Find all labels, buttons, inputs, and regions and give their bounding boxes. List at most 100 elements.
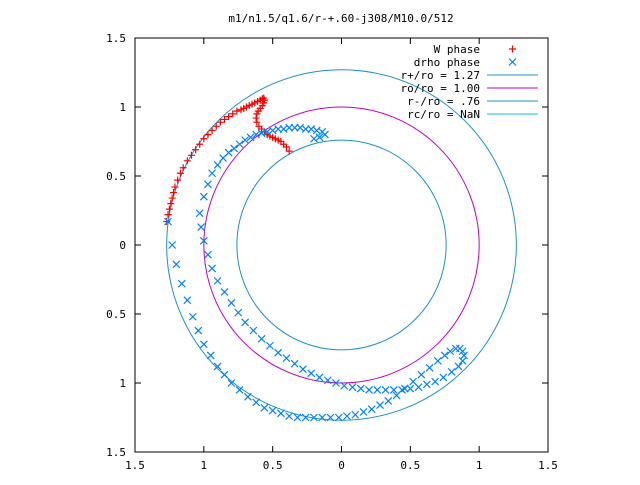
data-point — [204, 131, 212, 139]
x-tick-label: 1 — [476, 459, 483, 472]
data-point — [195, 209, 204, 218]
data-point — [431, 377, 440, 386]
y-tick-label: 1.5 — [106, 32, 126, 45]
data-point — [171, 183, 179, 191]
legend-label: ro/ro = 1.00 — [401, 82, 480, 95]
legend-label: r-/ro = .76 — [407, 95, 480, 108]
data-point — [318, 413, 327, 422]
data-point — [229, 110, 237, 118]
data-point — [179, 164, 187, 172]
data-point — [359, 408, 368, 416]
data-point — [241, 318, 250, 327]
data-point — [285, 147, 293, 155]
data-point — [282, 143, 290, 151]
data-point — [265, 341, 274, 350]
y-tick-label: 1 — [119, 377, 126, 390]
data-point — [384, 397, 393, 405]
data-point — [227, 379, 236, 387]
data-point — [206, 351, 215, 360]
data-point — [458, 347, 467, 356]
data-point — [170, 189, 178, 197]
data-point — [164, 217, 172, 226]
data-point — [249, 326, 258, 335]
data-point — [299, 365, 307, 374]
data-point — [447, 368, 456, 376]
data-point — [406, 384, 415, 393]
data-point — [326, 413, 335, 422]
data-point — [315, 373, 324, 382]
data-point — [381, 385, 390, 394]
legend-label: W phase — [434, 43, 480, 56]
data-point — [307, 369, 316, 378]
data-point — [323, 376, 332, 385]
y-tick-label: 1 — [119, 101, 126, 114]
data-point — [199, 340, 208, 349]
x-tick-label: 0.5 — [263, 459, 283, 472]
data-point — [224, 148, 233, 157]
data-point — [200, 135, 208, 143]
data-point — [253, 118, 261, 126]
legend-label: drho phase — [414, 56, 480, 69]
data-point — [454, 362, 463, 371]
data-point — [216, 118, 224, 126]
data-point — [433, 356, 442, 365]
data-point — [373, 385, 382, 394]
reference-circle — [236, 139, 447, 351]
data-point — [234, 308, 243, 317]
data-point — [301, 413, 310, 422]
data-point — [167, 200, 175, 208]
data-point — [235, 140, 244, 149]
data-point — [183, 296, 192, 305]
data-point — [246, 133, 255, 142]
data-point — [183, 157, 191, 165]
y-tick-label: 0.5 — [106, 170, 126, 183]
data-point — [446, 347, 455, 356]
data-point — [343, 412, 351, 421]
data-point — [439, 373, 448, 382]
x-tick-label: 1.5 — [538, 459, 558, 472]
data-point — [365, 385, 373, 394]
data-point — [208, 264, 217, 273]
data-point — [168, 241, 177, 249]
data-point — [188, 312, 197, 321]
data-point — [282, 354, 291, 363]
legend-label: r+/ro = 1.27 — [401, 69, 480, 82]
data-point — [376, 401, 384, 410]
data-point — [192, 146, 200, 154]
data-point — [208, 126, 216, 134]
data-point — [227, 299, 236, 307]
data-point — [310, 134, 318, 143]
data-point — [458, 356, 467, 365]
data-point — [176, 169, 184, 177]
data-point — [440, 351, 449, 360]
data-point — [177, 279, 186, 288]
data-point — [241, 136, 250, 145]
data-point — [163, 218, 171, 226]
y-tick-label: 0.5 — [106, 308, 126, 321]
data-point — [293, 413, 302, 422]
data-point — [356, 384, 365, 393]
data-point — [204, 250, 212, 259]
data-point — [260, 403, 269, 412]
x-tick-label: 1 — [201, 459, 208, 472]
data-point — [367, 405, 376, 414]
series-group — [164, 123, 468, 422]
x-tick-label: 0.5 — [400, 459, 420, 472]
data-point — [340, 381, 349, 390]
data-point — [187, 151, 195, 159]
data-point — [417, 370, 426, 379]
data-point — [168, 194, 176, 202]
data-point — [204, 180, 212, 189]
data-point — [334, 413, 343, 422]
y-tick-label: 0 — [119, 239, 126, 252]
data-point — [252, 398, 261, 407]
data-point — [257, 334, 266, 343]
data-point — [225, 113, 233, 121]
data-point — [290, 359, 299, 368]
data-point — [213, 362, 222, 371]
legend-label: rc/ro = NaN — [407, 108, 480, 121]
data-point — [199, 236, 208, 245]
chart-title: m1/n1.5/q1.6/r-+.60-j308/M10.0/512 — [228, 12, 453, 25]
